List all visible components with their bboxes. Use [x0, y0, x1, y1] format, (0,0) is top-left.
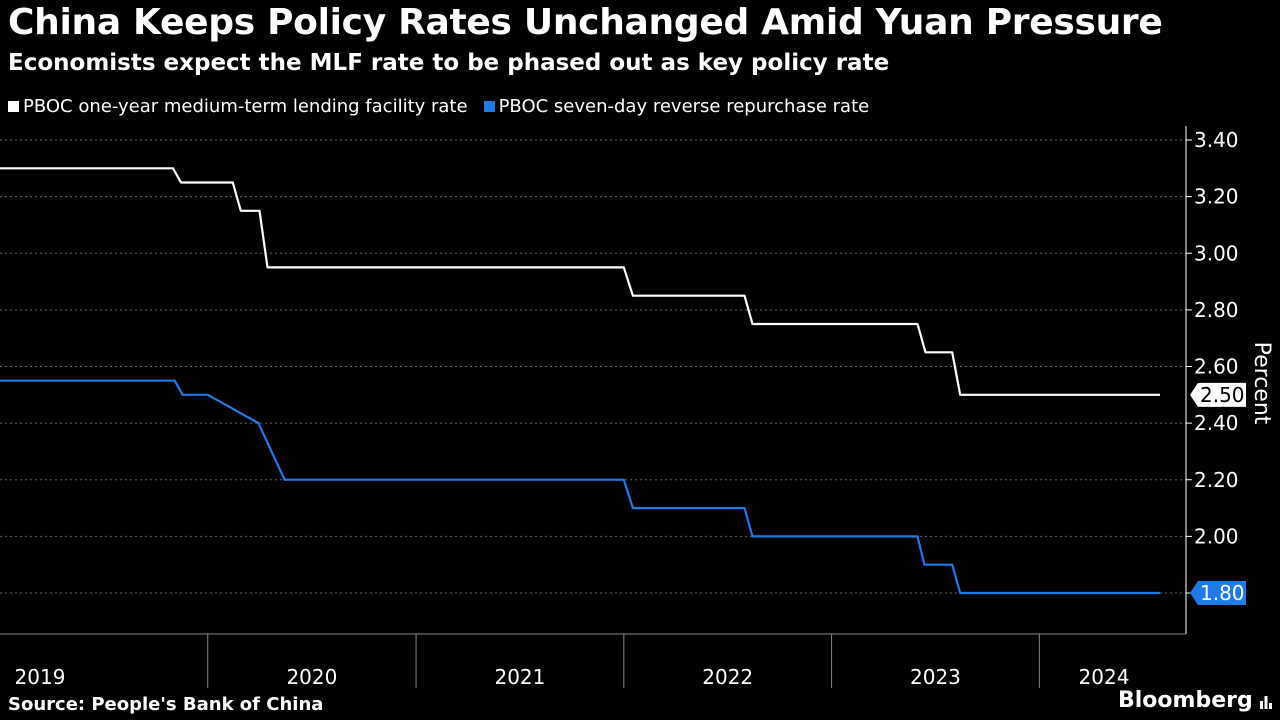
- chart-subtitle: Economists expect the MLF rate to be pha…: [8, 50, 890, 76]
- x-tick-label: 2022: [702, 665, 753, 689]
- legend-item-mlf: PBOC one-year medium-term lending facili…: [8, 96, 468, 117]
- y-tick-label: 2.20: [1194, 468, 1239, 492]
- end-label-repo: 1.80: [1200, 581, 1245, 605]
- series-line-repo: [0, 379, 1160, 595]
- end-label-box-repo: [1190, 581, 1246, 605]
- legend: PBOC one-year medium-term lending facili…: [8, 96, 885, 117]
- legend-label-mlf: PBOC one-year medium-term lending facili…: [23, 96, 468, 117]
- end-label-box-mlf: [1190, 382, 1246, 407]
- y-tick-label: 3.20: [1194, 185, 1239, 209]
- x-tick-label: 2019: [15, 665, 66, 689]
- x-tick-label: 2020: [286, 665, 337, 689]
- y-tick-label: 2.60: [1194, 355, 1239, 379]
- legend-label-repo: PBOC seven-day reverse repurchase rate: [498, 96, 870, 117]
- y-tick-label: 2.80: [1194, 298, 1239, 322]
- y-tick-label: 3.00: [1194, 241, 1239, 265]
- x-tick-label: 2023: [910, 665, 961, 689]
- chart-title: China Keeps Policy Rates Unchanged Amid …: [8, 2, 1163, 43]
- brand-name: Bloomberg: [1118, 688, 1253, 713]
- bloomberg-logo: Bloomberg: [1118, 688, 1273, 713]
- legend-item-repo: PBOC seven-day reverse repurchase rate: [483, 96, 870, 117]
- source-note: Source: People's Bank of China: [8, 694, 324, 715]
- y-tick-label: 2.40: [1194, 411, 1239, 435]
- y-tick-label: 2.00: [1194, 524, 1239, 548]
- y-axis-title: Percent: [1249, 342, 1274, 425]
- series-line-mlf: [0, 167, 1160, 396]
- x-tick-label: 2021: [494, 665, 545, 689]
- legend-swatch-mlf: [8, 101, 19, 112]
- y-tick-label: 3.40: [1194, 128, 1239, 152]
- legend-swatch-repo: [483, 101, 495, 112]
- x-tick-label: 2024: [1079, 665, 1130, 689]
- bloomberg-bars-icon: [1259, 695, 1272, 709]
- end-label-mlf: 2.50: [1200, 383, 1245, 407]
